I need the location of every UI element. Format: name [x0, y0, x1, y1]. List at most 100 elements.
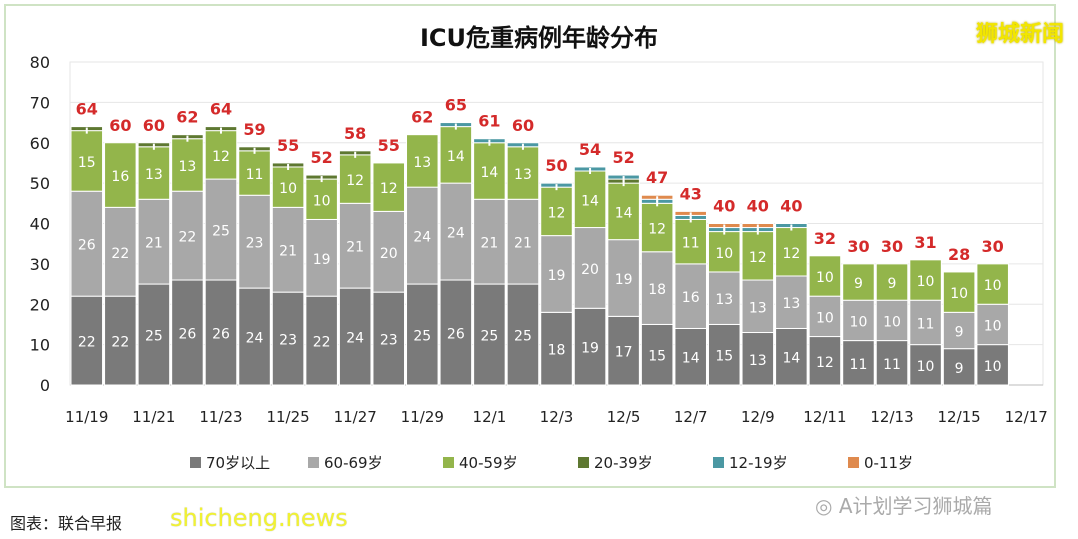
segment-label: 12 [346, 173, 364, 189]
total-label: 55 [277, 136, 299, 155]
y-tick-label: 0 [40, 376, 50, 395]
segment-label: 10 [850, 314, 868, 330]
chart-frame [4, 4, 1056, 488]
bar-segment [707, 271, 741, 325]
bar-segment [573, 307, 607, 386]
bar-segment [808, 295, 842, 338]
bar-segment [406, 134, 439, 188]
segment-label: 14 [682, 351, 700, 367]
total-label: 52 [311, 148, 333, 167]
segment-label: 11 [883, 357, 901, 373]
bar-segment [506, 283, 540, 386]
segment-label: 22 [179, 230, 197, 246]
bar-segment [104, 295, 137, 386]
bar-segment [473, 283, 506, 386]
total-label: 62 [176, 108, 198, 127]
segment-label: 22 [313, 335, 331, 351]
bar-segment [909, 299, 942, 346]
bar-segment [640, 251, 674, 325]
y-tick-label: 20 [30, 295, 50, 314]
segment-label: 12 [548, 205, 566, 221]
total-label: 55 [378, 136, 400, 155]
legend-swatch [713, 457, 724, 468]
segment-label: 10 [950, 286, 968, 302]
segment-label: 14 [782, 351, 800, 367]
bar-segment [171, 279, 204, 386]
legend-swatch [578, 457, 589, 468]
bar-segment [70, 190, 104, 297]
x-tick-label: 11/25 [266, 408, 309, 426]
segment-label: 14 [447, 149, 465, 165]
segment-label: 24 [447, 226, 465, 242]
x-tick-label: 11/23 [199, 408, 242, 426]
site-watermark: shicheng.news [170, 504, 348, 532]
bar-segment [875, 299, 909, 342]
total-label: 40 [747, 197, 769, 216]
total-label: 30 [982, 237, 1004, 256]
segment-label: 25 [480, 329, 498, 345]
segment-label: 9 [854, 276, 863, 292]
segment-label: 18 [648, 282, 666, 298]
segment-label: 16 [682, 290, 700, 306]
segment-label: 14 [480, 165, 498, 181]
segment-label: 13 [782, 296, 800, 312]
bar-segment [976, 263, 1009, 305]
segment-label: 24 [246, 331, 264, 347]
segment-label: 21 [480, 236, 498, 252]
segment-label: 20 [380, 246, 398, 262]
segment-label: 12 [380, 181, 398, 197]
segment-label: 10 [816, 310, 834, 326]
segment-label: 14 [615, 205, 633, 221]
y-tick-label: 10 [30, 336, 50, 355]
bar-segment [271, 291, 305, 386]
segment-label: 10 [816, 270, 834, 286]
legend-label: 60-69岁 [324, 454, 383, 472]
bar-segment [540, 311, 573, 386]
bar-segment [204, 130, 238, 180]
bar-segment [741, 279, 775, 334]
x-tick-label: 12/13 [870, 408, 913, 426]
bar-segment [741, 231, 775, 281]
segment-label: 13 [749, 353, 767, 369]
x-tick-label: 12/15 [938, 408, 981, 426]
segment-label: 24 [413, 230, 431, 246]
total-label: 60 [143, 116, 165, 135]
y-tick-label: 70 [30, 93, 50, 112]
segment-label: 10 [279, 181, 297, 197]
legend-label: 40-59岁 [459, 454, 518, 472]
bar-segment [942, 348, 976, 386]
segment-label: 26 [212, 327, 230, 343]
stacked-bar-chart: ICU危重病例年龄分布 0 10 20 30 40 50 60 70 80 11/19 22 26 15 6… [30, 24, 1048, 472]
segment-label: 15 [78, 155, 96, 171]
bar-segment [875, 340, 909, 386]
bar-segment [775, 227, 808, 277]
segment-label: 12 [749, 250, 767, 266]
y-tick-label: 80 [30, 53, 50, 72]
y-tick-label: 40 [30, 215, 50, 234]
total-label: 43 [680, 184, 702, 203]
x-tick-label: 11/19 [65, 408, 108, 426]
bar-segment [305, 178, 338, 220]
segment-label: 18 [548, 343, 566, 359]
total-label: 60 [109, 116, 131, 135]
segment-label: 12 [648, 222, 666, 238]
bar-segment [338, 287, 372, 386]
total-label: 54 [579, 140, 601, 159]
segment-label: 13 [179, 159, 197, 175]
segment-label: 10 [984, 359, 1002, 375]
legend-label: 70岁以上 [206, 454, 270, 472]
segment-label: 9 [888, 276, 897, 292]
total-label: 30 [847, 237, 869, 256]
bar-segment [942, 311, 976, 350]
bar-segment [238, 287, 271, 386]
segment-label: 10 [917, 359, 935, 375]
y-tick-label: 30 [30, 255, 50, 274]
segment-label: 10 [883, 314, 901, 330]
total-label: 52 [612, 148, 634, 167]
total-label: 65 [445, 96, 467, 115]
segment-label: 23 [246, 236, 264, 252]
y-tick-label: 60 [30, 134, 50, 153]
bar-segment [506, 146, 540, 200]
bar-segment [808, 336, 842, 386]
total-label: 31 [914, 233, 936, 252]
